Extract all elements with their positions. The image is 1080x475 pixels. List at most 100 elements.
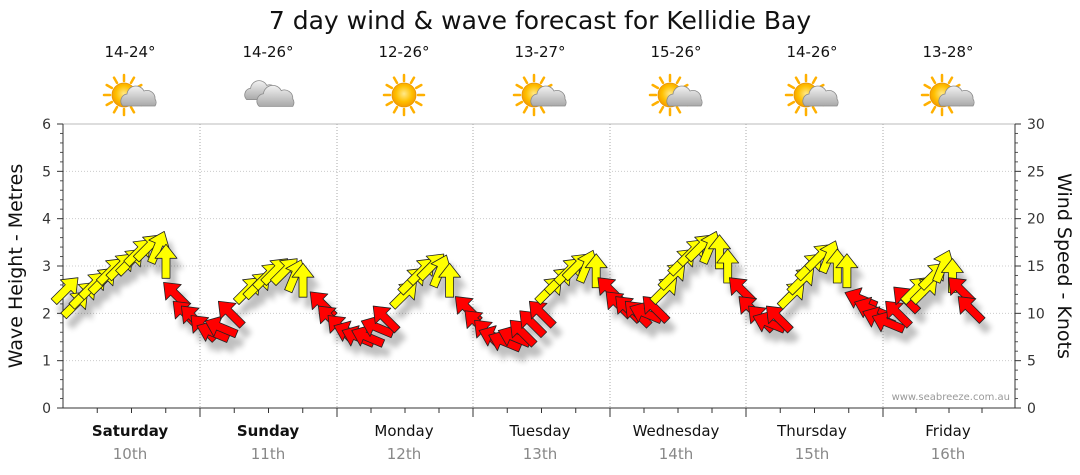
day-date-label: 16th bbox=[931, 445, 965, 463]
sun-ray bbox=[112, 105, 119, 114]
sun-ray bbox=[930, 105, 937, 114]
cloud-shape bbox=[666, 85, 703, 107]
temperature-range-label: 14-26° bbox=[786, 43, 837, 61]
wind-arrow bbox=[372, 305, 401, 334]
wind-arrow bbox=[584, 253, 608, 289]
temperature-range-label: 15-26° bbox=[650, 43, 701, 61]
sun-ray bbox=[651, 83, 660, 90]
sun-ray bbox=[414, 83, 423, 90]
y-right-tick-label: 15 bbox=[1027, 259, 1045, 275]
y-axis-right-label: Wind Speed - Knots bbox=[1053, 173, 1075, 359]
sun-ray bbox=[129, 76, 136, 85]
temperature-range-label: 14-24° bbox=[104, 43, 155, 61]
cloud-shape bbox=[256, 84, 295, 107]
y-left-tick-label: 3 bbox=[42, 259, 51, 275]
wind-arrow bbox=[716, 248, 740, 284]
sun-ray bbox=[794, 76, 801, 85]
day-date-label: 10th bbox=[113, 445, 147, 463]
sun-ray bbox=[129, 105, 136, 114]
day-date-label: 11th bbox=[251, 445, 285, 463]
day-name-label: Monday bbox=[374, 422, 433, 440]
day-date-label: 13th bbox=[523, 445, 557, 463]
partly-cloudy-icon bbox=[512, 73, 567, 117]
partly-cloudy-icon bbox=[784, 73, 839, 117]
day-name-label: Friday bbox=[925, 422, 971, 440]
y-left-tick-label: 5 bbox=[42, 164, 51, 180]
sun-ray bbox=[409, 105, 416, 114]
cloud-shape bbox=[530, 85, 567, 107]
y-left-tick-label: 4 bbox=[42, 212, 51, 228]
sun-ray bbox=[930, 76, 937, 85]
sun-ray bbox=[947, 76, 954, 85]
y-left-tick-label: 1 bbox=[42, 354, 51, 370]
plot-area bbox=[62, 123, 1016, 409]
sun-ray bbox=[105, 83, 114, 90]
wind-arrow bbox=[885, 300, 913, 329]
day-name-label: Wednesday bbox=[633, 422, 720, 440]
wind-arrow bbox=[217, 300, 246, 329]
sun-ray bbox=[112, 76, 119, 85]
day-name-label: Sunday bbox=[237, 422, 300, 440]
y-right-tick-label: 0 bbox=[1027, 401, 1036, 417]
watermark: www.seabreeze.com.au bbox=[892, 392, 1010, 403]
wind-arrow bbox=[835, 253, 859, 289]
y-right-tick-label: 10 bbox=[1027, 306, 1045, 322]
sun-ray bbox=[923, 100, 932, 107]
sun-ray bbox=[392, 105, 399, 114]
day-date-label: 12th bbox=[387, 445, 421, 463]
sun-ray bbox=[515, 100, 524, 107]
y-left-tick-label: 6 bbox=[42, 117, 51, 133]
sun-ray bbox=[675, 105, 682, 114]
sun-ray bbox=[787, 83, 796, 90]
sun-ray bbox=[811, 76, 818, 85]
sun-ray bbox=[385, 100, 394, 107]
sun-ray bbox=[811, 105, 818, 114]
sun-ray bbox=[947, 105, 954, 114]
wind-arrow bbox=[708, 234, 731, 270]
sun-ray bbox=[515, 83, 524, 90]
sun-ray bbox=[658, 76, 665, 85]
sun-ray bbox=[105, 100, 114, 107]
chart-title: 7 day wind & wave forecast for Kellidie … bbox=[269, 6, 812, 35]
sun-ray bbox=[385, 83, 394, 90]
partly-cloudy-icon bbox=[920, 73, 975, 117]
day-name-label: Tuesday bbox=[508, 422, 570, 440]
sun-ray bbox=[539, 105, 546, 114]
partly-cloudy-icon bbox=[102, 73, 157, 117]
y-right-tick-label: 25 bbox=[1027, 164, 1045, 180]
temperature-range-label: 12-26° bbox=[378, 43, 429, 61]
wind-arrow bbox=[154, 243, 178, 279]
y-axis-left-label: Wave Height - Metres bbox=[5, 164, 27, 368]
temperature-range-label: 13-27° bbox=[514, 43, 565, 61]
day-date-label: 14th bbox=[659, 445, 693, 463]
y-right-tick-label: 30 bbox=[1027, 117, 1045, 133]
sun-ray bbox=[923, 83, 932, 90]
cloud-shape bbox=[802, 85, 839, 107]
cloud-shape bbox=[938, 85, 975, 107]
sun-ray bbox=[414, 100, 423, 107]
sun-ray bbox=[658, 105, 665, 114]
wind-arrow bbox=[957, 296, 986, 324]
sunny-icon bbox=[382, 73, 426, 117]
day-name-label: Saturday bbox=[92, 422, 169, 440]
y-right-tick-label: 20 bbox=[1027, 212, 1045, 228]
sun-ray bbox=[522, 76, 529, 85]
sun-ray bbox=[675, 76, 682, 85]
day-name-label: Thursday bbox=[776, 422, 847, 440]
sun-ray bbox=[522, 105, 529, 114]
cloudy-icon bbox=[244, 80, 295, 107]
partly-cloudy-icon bbox=[648, 73, 703, 117]
sun-disc bbox=[391, 82, 417, 108]
temperature-range-label: 13-28° bbox=[922, 43, 973, 61]
sun-ray bbox=[651, 100, 660, 107]
sun-ray bbox=[409, 76, 416, 85]
sun-ray bbox=[787, 100, 796, 107]
y-right-tick-label: 5 bbox=[1027, 354, 1036, 370]
sun-ray bbox=[392, 76, 399, 85]
sun-ray bbox=[794, 105, 801, 114]
wind-arrow bbox=[438, 262, 462, 298]
wind-arrow bbox=[291, 262, 315, 298]
temperature-range-label: 14-26° bbox=[242, 43, 293, 61]
cloud-shape bbox=[120, 85, 157, 107]
